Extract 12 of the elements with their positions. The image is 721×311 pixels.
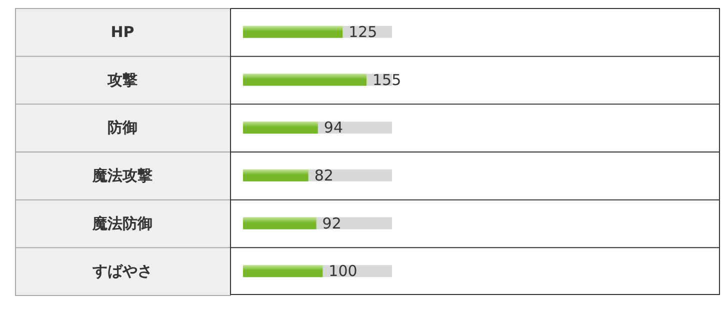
data-label: 100 xyxy=(328,262,358,280)
y-tick-label: HP xyxy=(110,22,134,41)
data-label: 94 xyxy=(324,118,343,137)
data-label: 155 xyxy=(372,70,402,89)
y-tick-label: 防御 xyxy=(108,118,138,137)
data-label: 125 xyxy=(348,22,378,41)
y-tick-label: すばやさ xyxy=(92,262,152,280)
y-tick-label: 攻撃 xyxy=(106,70,138,89)
data-label: 82 xyxy=(314,166,334,184)
y-tick-label: 魔法攻撃 xyxy=(92,166,152,184)
y-tick-label: 魔法防御 xyxy=(92,214,152,232)
data-label: 92 xyxy=(322,214,342,232)
